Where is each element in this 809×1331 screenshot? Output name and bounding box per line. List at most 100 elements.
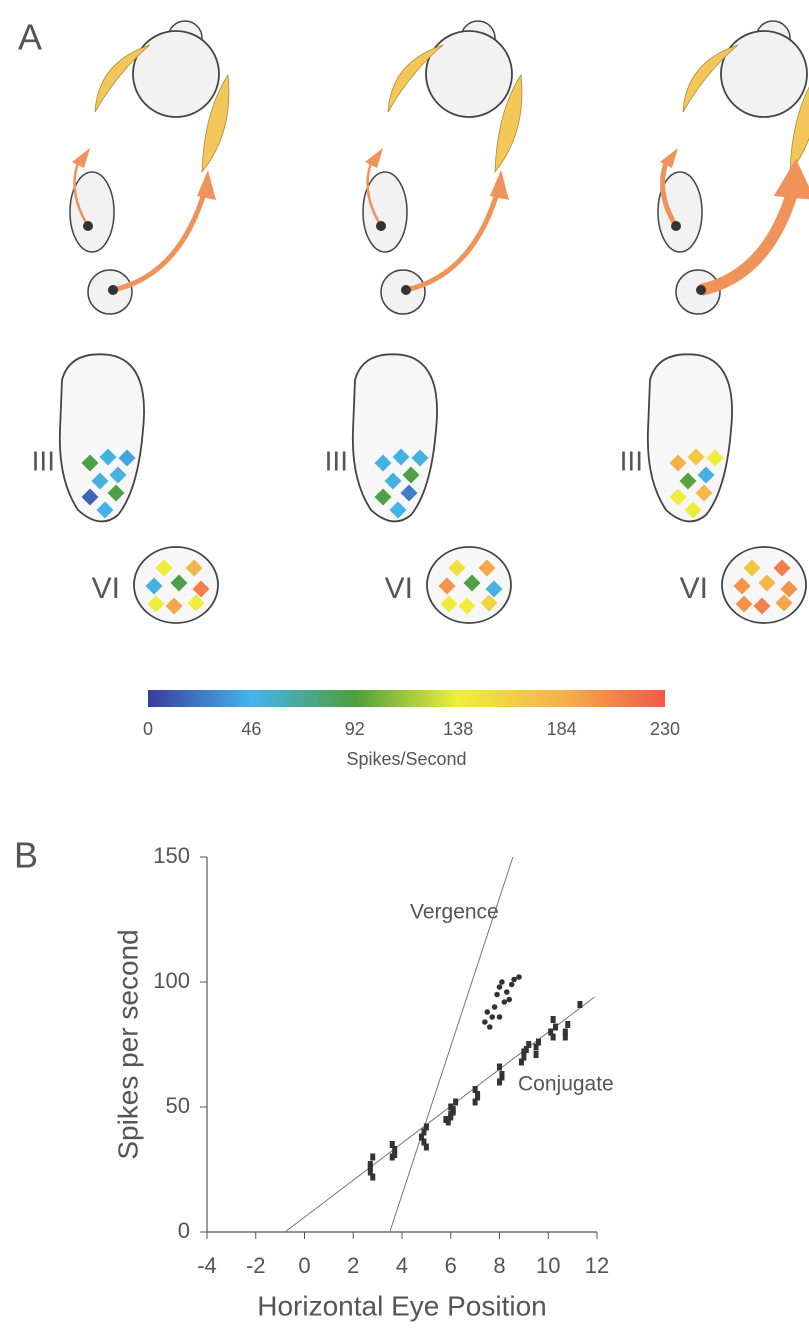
diamond <box>758 574 776 592</box>
point <box>562 1028 568 1036</box>
point <box>533 1043 539 1051</box>
point <box>486 1024 493 1030</box>
diamond <box>735 595 753 613</box>
point <box>550 1033 556 1041</box>
line-label: Conjugate <box>518 1073 614 1096</box>
fit-line <box>284 996 595 1233</box>
y-tick-label: 0 <box>178 1218 190 1243</box>
diamond <box>684 501 702 519</box>
point <box>423 1123 429 1131</box>
nucleus-iii <box>351 353 438 523</box>
eyeball <box>132 30 220 118</box>
diamond <box>695 484 713 502</box>
diamond <box>463 574 481 592</box>
diamond <box>440 595 458 613</box>
eye-circuit: III VI <box>325 20 523 624</box>
diamond <box>96 501 114 519</box>
point <box>370 1153 376 1161</box>
point <box>565 1021 571 1028</box>
axon <box>699 188 799 296</box>
diamond <box>697 466 715 484</box>
diamond <box>81 488 99 506</box>
diamond <box>485 580 503 598</box>
diamond <box>109 466 127 484</box>
x-tick-label: -2 <box>246 1253 266 1278</box>
x-tick-label: -4 <box>197 1253 217 1278</box>
diamond <box>155 559 173 577</box>
y-tick-label: 150 <box>153 843 190 868</box>
colorbar-tick-label: 184 <box>547 719 577 739</box>
nucleus <box>657 171 703 253</box>
diamond <box>743 559 761 577</box>
muscle <box>201 73 230 174</box>
y-tick-label: 50 <box>166 1093 190 1118</box>
point <box>482 1019 488 1025</box>
x-axis-label: Horizontal Eye Position <box>257 1290 546 1321</box>
point <box>389 1141 395 1148</box>
point <box>577 1001 583 1008</box>
soma <box>696 285 706 295</box>
diamond <box>192 580 210 598</box>
point <box>521 1053 527 1061</box>
point <box>553 1023 559 1031</box>
diamond <box>687 448 705 466</box>
diamond <box>448 559 466 577</box>
diamond <box>773 559 791 577</box>
nucleus-label: VI <box>680 572 708 605</box>
nucleus <box>69 171 115 253</box>
diamond <box>753 597 771 615</box>
muscle <box>682 44 739 113</box>
diamond <box>706 449 724 467</box>
point <box>370 1173 376 1181</box>
axon <box>405 189 501 293</box>
point <box>450 1106 456 1113</box>
x-tick-label: 4 <box>396 1253 408 1278</box>
arrowhead <box>773 158 809 200</box>
point <box>419 1133 424 1141</box>
diamond <box>458 597 476 615</box>
diamond <box>733 577 751 595</box>
x-tick-label: 12 <box>585 1253 609 1278</box>
point <box>494 991 500 998</box>
point <box>504 989 510 995</box>
point <box>550 1016 556 1023</box>
arrowhead <box>365 148 383 168</box>
point <box>518 1058 524 1066</box>
point <box>491 1004 498 1010</box>
arrowhead <box>490 170 509 200</box>
diamond <box>107 484 125 502</box>
point <box>453 1098 459 1106</box>
diamond <box>81 454 99 472</box>
muscle <box>94 44 151 113</box>
x-tick-label: 2 <box>347 1253 359 1278</box>
point <box>489 1014 495 1020</box>
point <box>501 999 508 1005</box>
point <box>499 1073 505 1081</box>
point <box>497 1078 502 1086</box>
colorbar-tick-label: 46 <box>241 719 261 739</box>
point <box>499 979 505 985</box>
point <box>511 976 517 983</box>
arrowhead <box>660 148 678 168</box>
nucleus-label: III <box>620 445 643 476</box>
x-tick-label: 8 <box>493 1253 505 1278</box>
point <box>392 1146 398 1153</box>
diamond <box>91 472 109 490</box>
panel-label: B <box>14 835 38 876</box>
point <box>423 1143 429 1151</box>
eyeball <box>720 30 808 118</box>
soma <box>401 285 411 295</box>
point <box>536 1038 541 1046</box>
point <box>496 1014 503 1020</box>
diamond <box>145 577 163 595</box>
point <box>516 974 522 980</box>
point <box>497 1063 502 1071</box>
diamond <box>480 594 498 612</box>
diamond <box>118 449 136 467</box>
nucleus-iii <box>646 353 733 523</box>
soma <box>671 221 681 231</box>
x-tick-label: 0 <box>298 1253 310 1278</box>
muscle <box>789 86 809 174</box>
point <box>472 1098 478 1106</box>
diamond <box>669 488 687 506</box>
